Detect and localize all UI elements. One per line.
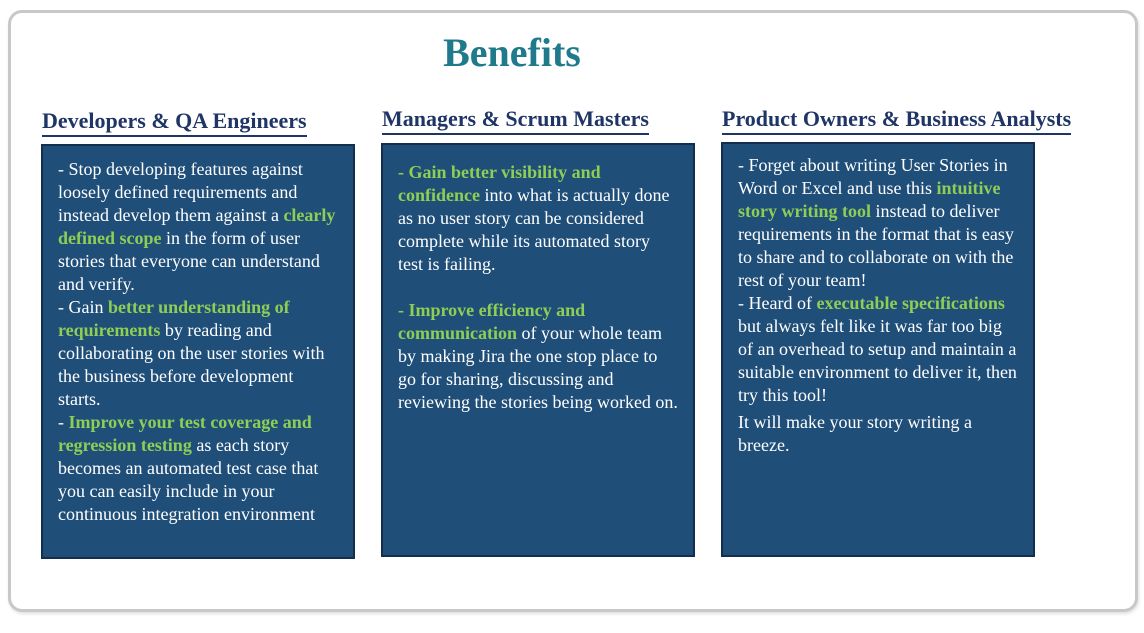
benefit-paragraph: - Stop developing features against loose…: [58, 158, 339, 296]
benefit-paragraph: - Improve efficiency and communication o…: [398, 299, 679, 414]
benefit-text: by reading and collaborating on the user…: [58, 320, 325, 409]
benefit-text: into what is actually done as no user st…: [398, 185, 670, 274]
paragraph-spacer: [398, 276, 679, 299]
benefit-text: - Heard of: [738, 293, 817, 313]
benefit-highlight: intuitive story writing tool: [738, 178, 1001, 221]
benefit-paragraph: - Improve your test coverage and regress…: [58, 411, 339, 526]
column-heading-developers: Developers & QA Engineers: [42, 108, 307, 137]
benefit-highlight: executable specifications: [816, 293, 1005, 313]
page-title: Benefits: [443, 30, 581, 75]
benefit-text: as each story becomes an automated test …: [58, 435, 319, 524]
benefit-paragraph: - Gain better understanding of requireme…: [58, 296, 339, 411]
benefit-text: in the form of user stories that everyon…: [58, 228, 320, 294]
column-heading-managers: Managers & Scrum Masters: [382, 106, 649, 135]
benefit-text: of your whole team by making Jira the on…: [398, 323, 678, 412]
benefit-highlight: - Improve efficiency and communication: [398, 300, 586, 343]
managers-benefits-box: - Gain better visibility and confidence …: [381, 143, 695, 557]
product-owners-benefits-box: - Forget about writing User Stories in W…: [721, 142, 1035, 557]
benefit-highlight: - Gain better visibility and confidence: [398, 162, 601, 205]
benefit-text: -: [58, 412, 69, 432]
benefit-text: - Gain: [58, 297, 108, 317]
benefit-highlight: better understanding of requirements: [58, 297, 290, 340]
benefit-highlight: clearly defined scope: [58, 205, 336, 248]
benefit-highlight: Improve your test coverage and regressio…: [58, 412, 312, 455]
benefit-text: - Forget about writing User Stories in W…: [738, 155, 1008, 198]
benefit-paragraph: - Forget about writing User Stories in W…: [738, 154, 1019, 292]
benefit-text: - Stop developing features against loose…: [58, 159, 303, 225]
benefit-paragraph: - Heard of executable specifications but…: [738, 292, 1019, 407]
benefit-text: It will make your story writing a breeze…: [738, 412, 972, 455]
column-heading-product-owners: Product Owners & Business Analysts: [722, 106, 1072, 135]
developers-benefits-box: - Stop developing features against loose…: [41, 144, 355, 559]
benefit-text: instead to deliver requirements in the f…: [738, 201, 1014, 290]
benefit-text: but always felt like it was far too big …: [738, 316, 1017, 405]
benefit-paragraph: It will make your story writing a breeze…: [738, 411, 1019, 457]
benefit-paragraph: - Gain better visibility and confidence …: [398, 161, 679, 276]
